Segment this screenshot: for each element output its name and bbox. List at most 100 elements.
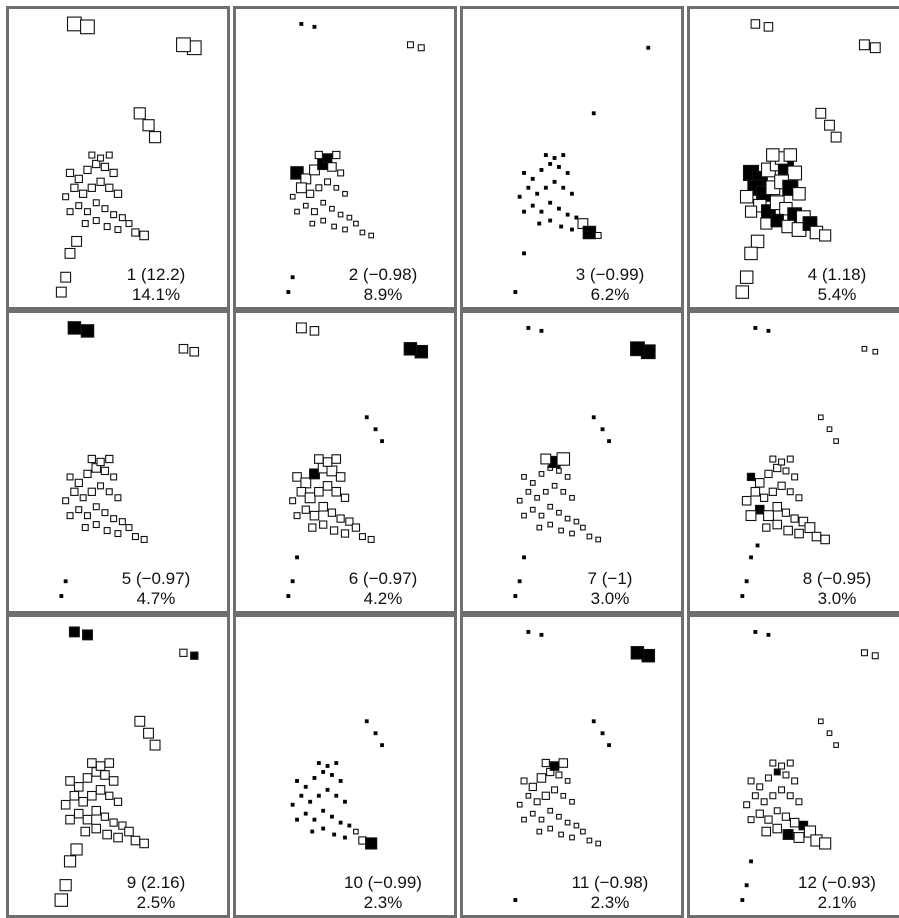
point-marker [66,16,82,32]
point-marker [380,743,384,748]
point-marker [334,761,339,765]
point-marker [755,543,760,548]
point-marker [96,177,105,186]
point-marker [60,799,71,810]
panel-label: 3 (−0.99) [575,265,645,284]
point-marker [861,345,868,352]
point-marker [869,42,881,54]
point-marker [607,439,611,444]
point-marker [541,791,550,800]
point-marker [60,271,72,283]
point-marker [343,835,347,840]
point-marker [295,779,300,783]
point-marker [322,153,333,163]
point-marker [335,472,346,482]
point-marker [586,837,593,844]
point-marker [318,501,329,512]
point-marker [334,793,339,798]
point-marker [331,223,337,230]
point-marker [547,521,554,528]
point-marker [528,782,537,792]
point-marker [552,156,557,160]
point-marker [87,454,96,464]
point-marker [331,486,342,497]
panel-label: 5 (−0.97) [121,569,191,588]
point-marker [109,818,118,827]
point-marker [540,453,552,465]
point-marker [103,223,111,231]
scatter-plot-9 [54,626,199,907]
point-marker [560,792,567,799]
point-marker [417,44,425,52]
point-marker [826,426,833,433]
point-marker [764,469,773,479]
point-marker [82,629,93,641]
point-marker [289,497,297,505]
point-marker [321,770,326,774]
point-marker [772,823,783,834]
point-marker [749,555,754,560]
scatter-plot-2 [286,22,425,294]
point-marker [778,762,786,770]
panel-percent: 5.4% [817,285,857,304]
point-marker [763,22,774,32]
point-marker [591,719,596,724]
point-marker [118,518,126,526]
point-marker [326,465,338,477]
point-marker [322,481,333,491]
point-marker [125,524,133,532]
point-marker [744,205,758,218]
panel-percent: 2.1% [817,893,857,912]
scatter-plot-3 [513,45,651,294]
point-marker [530,203,535,208]
point-marker [140,535,148,543]
point-marker [100,466,110,476]
point-marker [747,777,755,785]
point-marker [345,517,354,526]
point-marker [139,838,149,849]
point-marker [773,768,781,776]
point-marker [75,202,83,210]
point-marker [113,797,123,806]
point-marker [595,840,602,847]
panel-percent: 6.2% [590,285,630,304]
panel-1: 1 (12.2) 14.1% [6,6,230,310]
point-marker [556,452,571,466]
point-marker [308,799,313,804]
point-marker [55,286,67,298]
point-marker [833,438,839,444]
point-marker [772,501,783,512]
point-marker [190,651,199,660]
point-marker [329,205,335,212]
point-marker [289,193,296,200]
point-marker [778,458,786,466]
point-marker [521,816,527,823]
point-marker [296,486,307,497]
point-marker [330,773,334,777]
point-marker [74,478,83,488]
point-marker [142,119,155,132]
point-marker [529,506,536,513]
point-marker [130,835,141,846]
point-marker [286,594,291,598]
point-marker [125,220,133,228]
point-marker [290,802,295,807]
point-marker [536,773,547,783]
point-marker [92,199,100,207]
point-marker [83,165,92,175]
point-marker [66,208,74,216]
point-marker [750,19,761,29]
point-marker [872,348,879,355]
point-marker [773,807,781,815]
point-marker [817,718,824,725]
scatter-plot-6 [286,322,429,598]
point-marker [786,792,794,800]
point-marker [149,739,161,751]
panel-9: 9 (2.16) 2.5% [6,614,230,918]
point-marker [769,759,777,767]
panel-label: 10 (−0.99) [344,873,422,892]
point-marker [100,770,110,780]
panel-percent: 3.0% [590,589,630,608]
point-marker [747,816,755,824]
point-marker [80,19,95,35]
